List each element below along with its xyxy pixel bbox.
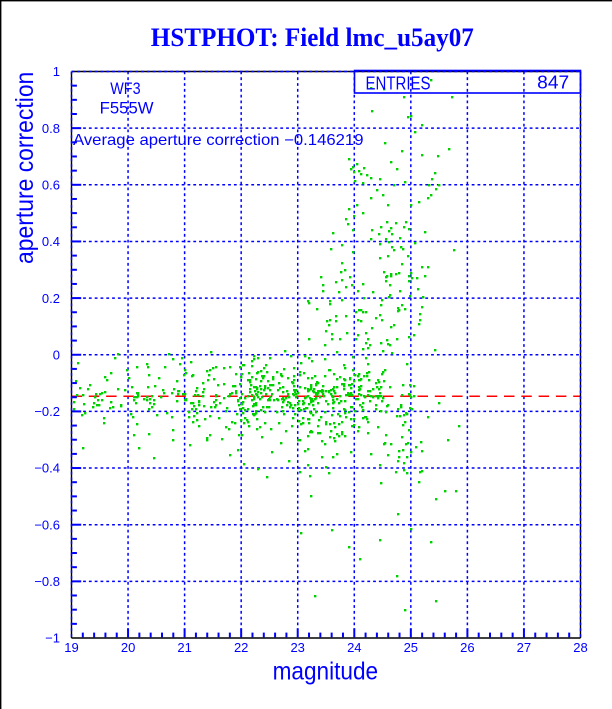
svg-text:HSTPHOT: Field lmc_u5ay07: HSTPHOT: Field lmc_u5ay07 — [151, 23, 474, 52]
svg-text:22: 22 — [234, 640, 248, 655]
svg-text:20: 20 — [121, 640, 135, 655]
svg-text:−1: −1 — [45, 631, 60, 646]
svg-text:0: 0 — [53, 347, 60, 362]
svg-text:1: 1 — [53, 64, 60, 79]
svg-text:26: 26 — [460, 640, 474, 655]
svg-text:847: 847 — [537, 72, 569, 92]
svg-text:Average aperture correction −0: Average aperture correction −0.146219 — [73, 132, 364, 149]
svg-text:19: 19 — [64, 640, 78, 655]
svg-text:aperture correction: aperture correction — [11, 72, 39, 264]
svg-text:WF3: WF3 — [110, 79, 140, 98]
svg-text:24: 24 — [347, 640, 361, 655]
svg-text:−0.8: −0.8 — [34, 574, 60, 589]
svg-text:0.6: 0.6 — [42, 178, 60, 193]
svg-text:F555W: F555W — [100, 98, 154, 117]
svg-text:−0.2: −0.2 — [34, 404, 60, 419]
svg-text:0.8: 0.8 — [42, 121, 60, 136]
svg-text:ENTRIES: ENTRIES — [366, 73, 431, 93]
svg-text:0.2: 0.2 — [42, 291, 60, 306]
svg-text:23: 23 — [290, 640, 304, 655]
svg-text:28: 28 — [573, 640, 587, 655]
svg-text:0.4: 0.4 — [42, 234, 60, 249]
svg-text:−0.4: −0.4 — [34, 461, 60, 476]
svg-text:27: 27 — [517, 640, 531, 655]
svg-text:−0.6: −0.6 — [34, 517, 60, 532]
svg-text:25: 25 — [404, 640, 418, 655]
svg-text:magnitude: magnitude — [273, 658, 379, 686]
svg-text:21: 21 — [177, 640, 191, 655]
